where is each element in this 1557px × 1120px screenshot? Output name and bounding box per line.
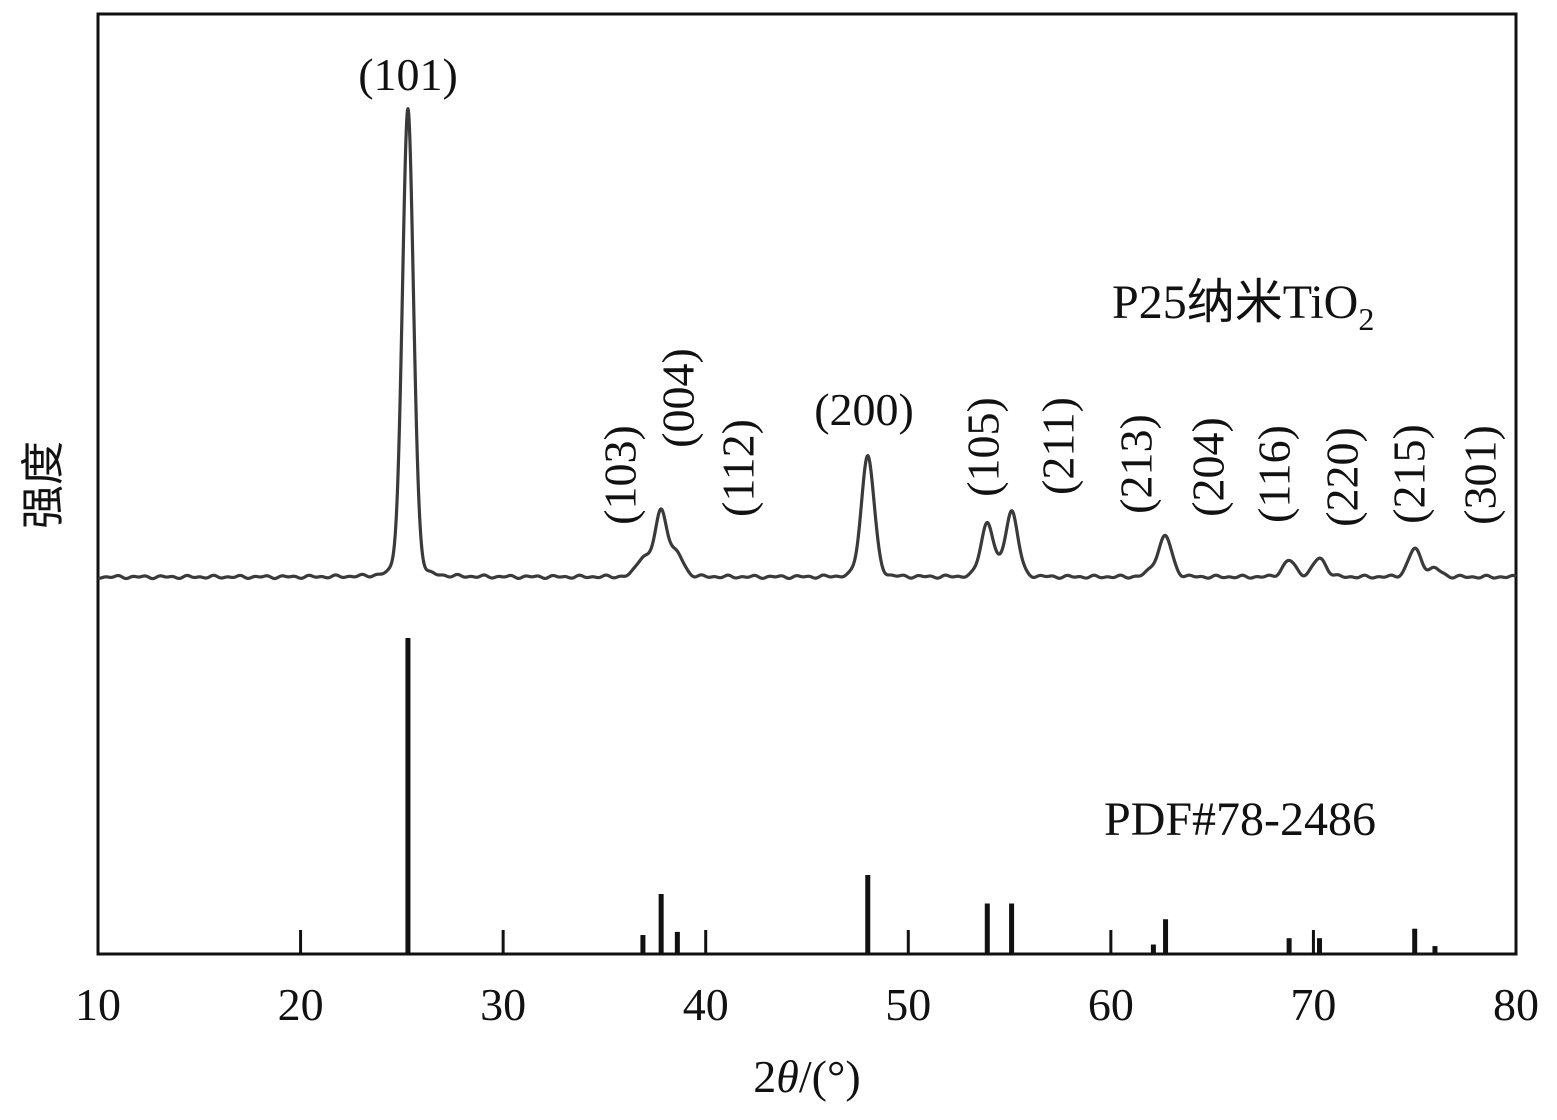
peak-label: (220) [1317,427,1368,527]
sample-pattern-group [96,107,1518,581]
x-axis-title: 2θ/(°) [753,1051,860,1102]
peak-labels-group: (101) (103)(004)(112) (200) (105) (211) (213)… [358,49,1505,527]
x-tick-label: 30 [480,979,526,1030]
peak-label: (211) [1033,397,1084,495]
peak-label: (215) [1384,424,1435,524]
peak-label: (112) [713,419,764,517]
peak-label: (103) [595,425,646,525]
y-axis-title: 强度 [18,441,69,529]
x-tick-label: 70 [1290,979,1336,1030]
x-tick-label: 10 [75,979,121,1030]
x-tick-label: 60 [1088,979,1134,1030]
peak-label: (301) [1455,425,1506,525]
peak-label: (004) [653,348,704,448]
series-label-sample: P25纳米TiO2 [1112,276,1374,337]
series-label-reference: PDF#78-2486 [1104,793,1376,846]
x-tick-label: 80 [1493,979,1539,1030]
peak-label: (200) [814,384,914,435]
x-tick-label: 50 [885,979,931,1030]
x-axis-tick-labels: 10 20 30 40 50 60 70 80 [75,979,1539,1030]
x-tick-label: 20 [278,979,324,1030]
sample-pattern-line [96,107,1518,581]
peak-label: (213) [1111,414,1162,514]
peak-label: (105) [958,397,1009,497]
peak-label: (204) [1183,417,1234,517]
plot-frame [96,12,1518,956]
peak-label: (101) [358,49,458,100]
peak-label: (116) [1249,425,1300,523]
reference-sticks-group [405,638,1438,954]
x-axis-ticks [299,930,1315,954]
x-tick-label: 40 [683,979,729,1030]
